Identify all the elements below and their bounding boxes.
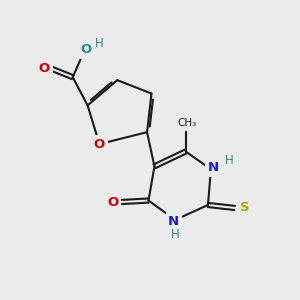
Text: S: S [240, 202, 250, 214]
Text: N: N [208, 161, 219, 174]
Text: O: O [80, 43, 91, 56]
Text: O: O [94, 138, 105, 151]
Text: O: O [39, 62, 50, 75]
Text: H: H [171, 228, 180, 241]
Text: N: N [168, 215, 179, 228]
Text: CH₃: CH₃ [178, 118, 197, 128]
Text: O: O [107, 196, 118, 208]
Text: H: H [95, 37, 104, 50]
Text: H: H [224, 154, 233, 167]
